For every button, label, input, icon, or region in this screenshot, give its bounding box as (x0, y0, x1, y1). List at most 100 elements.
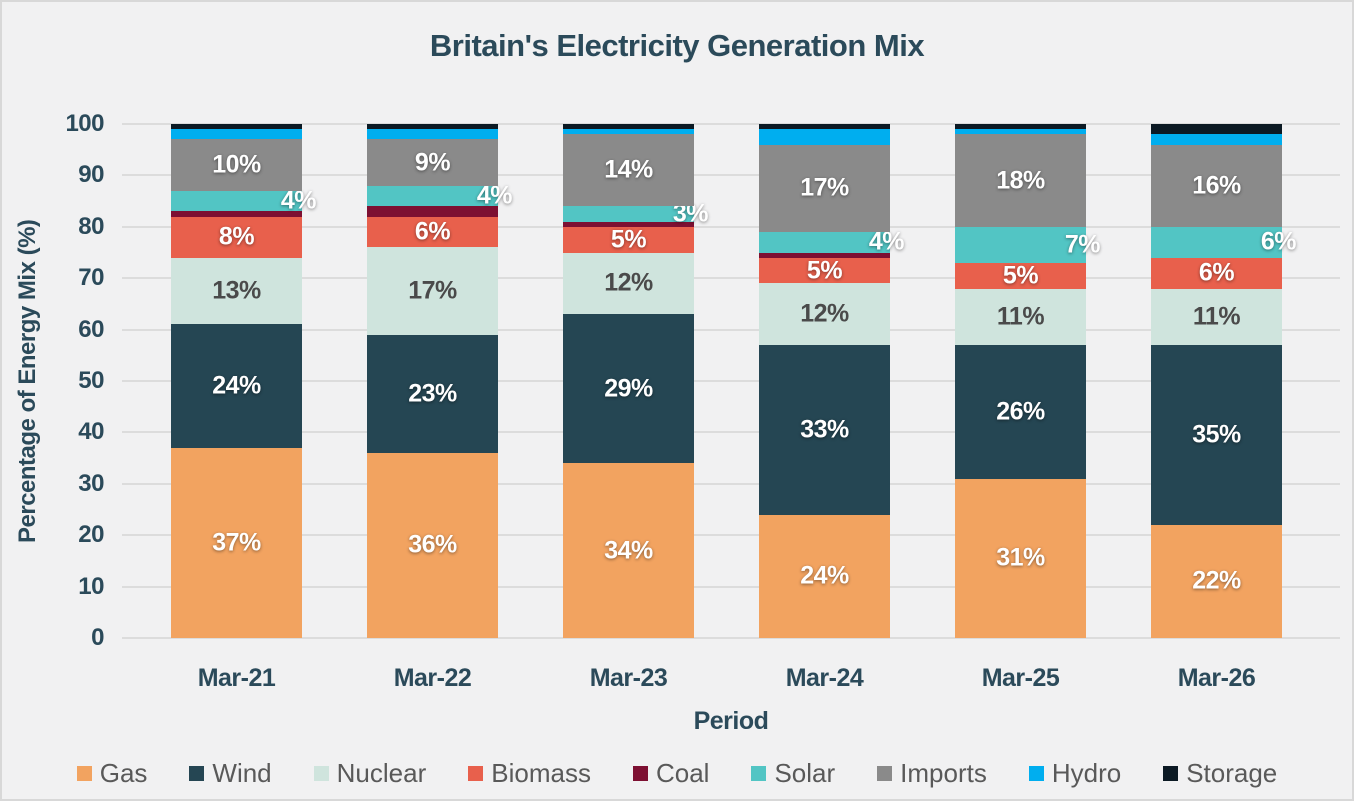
bar-segment-solar: 6% (1151, 226, 1297, 258)
bar-segment-nuclear: 17% (367, 247, 498, 335)
bar-segment-coal (759, 252, 890, 258)
legend-label: Gas (99, 758, 148, 788)
legend-label: Coal (655, 758, 710, 788)
segment-label: 29% (604, 374, 653, 403)
segment-label: 9% (414, 148, 451, 177)
bar-segment-imports: 14% (563, 134, 694, 207)
y-tick-label: 30 (78, 469, 104, 497)
chart-title: Britain's Electricity Generation Mix (429, 28, 925, 63)
gridline (122, 225, 1340, 228)
bar-segment-storage (955, 124, 1086, 130)
segment-label: 12% (604, 268, 653, 297)
stacked-bar-mar-26: 22% 35% 11% 6% 6% 16% (1151, 124, 1297, 638)
bar-segment-solar: 4% (171, 188, 317, 213)
stacked-bar-mar-23: 34% 29% 12% 5% 3% 14% (563, 124, 709, 638)
segment-label: 35% (1192, 420, 1241, 449)
bar-segment-imports: 10% (171, 139, 302, 191)
segment-label: 5% (806, 256, 843, 285)
bar-segment-gas: 31% (955, 478, 1086, 638)
bar-segment-solar: 4% (367, 183, 513, 208)
segment-label: 10% (212, 150, 261, 179)
legend-swatch-icon (189, 766, 205, 781)
legend-label: Hydro (1051, 758, 1122, 788)
gridline (122, 534, 1340, 537)
y-tick-label: 60 (78, 315, 104, 343)
bar-segment-wind: 26% (955, 345, 1086, 479)
legend-swatch-icon (877, 766, 893, 781)
bar-segment-hydro (955, 129, 1086, 135)
legend: Gas Wind Nuclear Biomass Coal Solar Imports Hyd… (2, 758, 1352, 789)
bar-segment-biomass: 8% (171, 216, 302, 258)
bar-segment-nuclear: 11% (1151, 288, 1282, 346)
segment-label: 16% (1192, 171, 1241, 200)
bar-segment-hydro (1151, 134, 1282, 145)
bar-segment-gas: 24% (759, 514, 890, 638)
x-tick-label: Mar-25 (981, 664, 1060, 692)
x-tick-label: Mar-23 (589, 664, 668, 692)
legend-swatch-icon (632, 766, 648, 781)
y-tick-label: 0 (91, 624, 104, 651)
legend-item-solar: Solar (751, 758, 835, 789)
legend-label: Imports (900, 758, 987, 788)
segment-label: 26% (996, 397, 1045, 426)
stacked-bar-mar-22: 36% 23% 17% 6% 4% 9% (367, 124, 513, 638)
legend-item-gas: Gas (76, 758, 148, 789)
bar-segment-coal (563, 221, 694, 227)
bar-segment-coal (171, 211, 302, 217)
bar-segment-biomass: 6% (1151, 257, 1282, 289)
y-axis-title: Percentage of Energy Mix (%) (14, 219, 41, 543)
legend-swatch-icon (468, 766, 484, 781)
bar-segment-hydro (171, 129, 302, 140)
legend-item-hydro: Hydro (1028, 758, 1122, 789)
gridline (122, 637, 1340, 639)
legend-item-nuclear: Nuclear (313, 758, 427, 789)
segment-label: 31% (996, 543, 1045, 572)
segment-label: 7% (1064, 230, 1101, 259)
legend-label: Solar (774, 758, 836, 788)
bar-segment-storage (759, 124, 890, 130)
segment-label: 24% (800, 561, 849, 590)
bar-segment-wind: 33% (759, 345, 890, 515)
gridline (122, 328, 1340, 331)
bar-segment-biomass: 5% (955, 263, 1086, 289)
bar-segment-storage (171, 124, 302, 130)
bar-segment-hydro (563, 129, 694, 135)
x-tick-label: Mar-26 (1177, 664, 1256, 692)
segment-label: 4% (280, 186, 317, 215)
y-tick-label: 10 (78, 572, 104, 600)
bar-segment-imports: 9% (367, 139, 498, 186)
segment-label: 6% (1260, 227, 1297, 256)
legend-label: Nuclear (336, 758, 427, 788)
bar-segment-biomass: 6% (367, 216, 498, 248)
legend-swatch-icon (76, 766, 92, 781)
bar-segment-wind: 29% (563, 314, 694, 464)
segment-label: 4% (476, 181, 513, 210)
legend-swatch-icon (751, 766, 767, 781)
bar-segment-gas: 34% (563, 463, 694, 638)
bar-segment-gas: 36% (367, 452, 498, 638)
y-tick-label: 100 (65, 110, 104, 137)
stacked-bar-mar-25: 31% 26% 11% 5% 7% 18% (955, 124, 1101, 638)
legend-item-biomass: Biomass (468, 758, 591, 789)
bar-segment-imports: 17% (759, 144, 890, 232)
legend-label: Biomass (491, 758, 591, 788)
stacked-bar-mar-24: 24% 33% 12% 5% 4% 17% (759, 124, 905, 638)
y-tick-label: 90 (78, 161, 104, 189)
bar-segment-solar: 4% (759, 229, 905, 254)
legend-item-imports: Imports (877, 758, 987, 789)
segment-label: 13% (212, 276, 261, 305)
legend-item-wind: Wind (189, 758, 272, 789)
legend-label: Storage (1186, 758, 1278, 788)
segment-label: 8% (218, 222, 255, 251)
bar-segment-gas: 22% (1151, 524, 1282, 638)
segment-label: 18% (996, 166, 1045, 195)
stacked-bar-mar-21: 37% 24% 13% 8% 4% 10% (171, 124, 317, 638)
segment-label: 12% (800, 299, 849, 328)
gridline (122, 277, 1340, 280)
segment-label: 37% (212, 528, 261, 557)
y-tick-label: 40 (78, 418, 104, 446)
bar-segment-nuclear: 12% (759, 283, 890, 346)
plot-area: 37% 24% 13% 8% 4% 10% 36% 23% 17% 6% 4% 9% 34% 29% 12%… (122, 123, 1340, 639)
bar-segment-biomass: 5% (759, 258, 890, 284)
gridline (122, 123, 1340, 125)
